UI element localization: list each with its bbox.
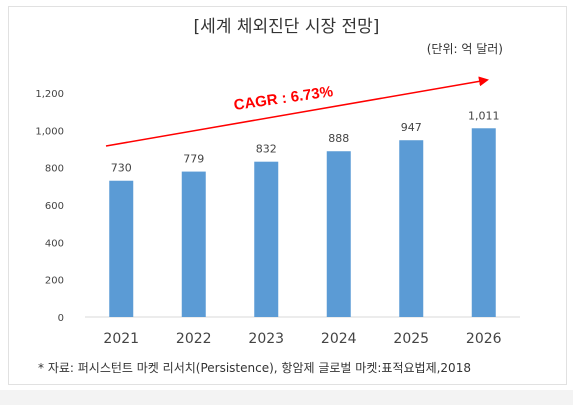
data-label-2021: 730 [111,162,132,175]
bottom-band [0,390,573,405]
bar-2026 [471,128,496,317]
bar-2023 [254,161,279,317]
bar-2022 [181,171,206,317]
x-tick-label-2025: 2025 [393,331,429,347]
unit-label: (단위: 억 달러) [426,42,503,56]
y-tick-label: 600 [45,201,64,212]
y-tick-label: 0 [58,313,64,324]
x-tick-label-2026: 2026 [466,331,502,347]
y-tick-label: 1,000 [35,126,64,137]
y-tick-label: 1,200 [35,89,64,100]
data-label-2024: 888 [328,132,349,145]
y-tick-label: 400 [45,238,64,249]
x-tick-label-2024: 2024 [321,331,357,347]
y-tick-label: 200 [45,276,64,287]
x-tick-label-2022: 2022 [176,331,212,347]
bar-2021 [109,180,134,317]
data-label-2023: 832 [256,143,277,156]
data-label-2025: 947 [401,121,422,134]
data-label-2026: 1,011 [468,109,500,122]
y-tick-label: 800 [45,164,64,175]
bar-2024 [326,151,351,317]
source-note: * 자료: 퍼시스턴트 마켓 리서치(Persistence), 항암제 글로벌… [38,361,471,375]
cagr-arrow [105,76,489,147]
x-tick-label-2021: 2021 [103,331,139,347]
x-tick-label-2023: 2023 [248,331,284,347]
chart-title: [세계 체외진단 시장 전망] [193,17,380,37]
data-label-2022: 779 [183,153,204,166]
bar-2025 [399,140,424,317]
